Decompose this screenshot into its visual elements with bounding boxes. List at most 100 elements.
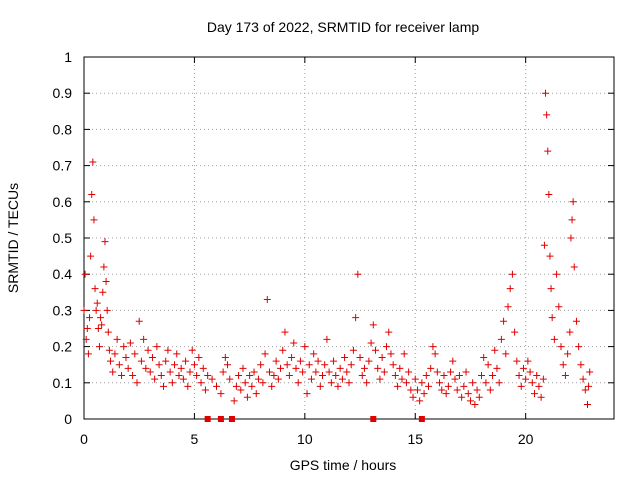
data-point xyxy=(405,368,413,376)
data-point xyxy=(235,372,243,380)
data-point xyxy=(103,306,111,314)
data-point xyxy=(217,390,225,398)
data-point xyxy=(277,364,285,372)
data-point xyxy=(466,397,474,405)
data-point xyxy=(86,314,94,322)
y-tick-label: 0.5 xyxy=(53,230,73,246)
data-point xyxy=(332,372,340,380)
data-point xyxy=(557,343,565,351)
data-point xyxy=(81,270,89,278)
data-point xyxy=(511,328,519,336)
data-point xyxy=(369,321,377,329)
data-point xyxy=(440,372,448,380)
data-point xyxy=(513,357,521,365)
data-point xyxy=(148,353,156,361)
y-tick-label: 1 xyxy=(64,49,72,65)
data-point xyxy=(422,372,430,380)
data-point xyxy=(99,288,107,296)
data-point xyxy=(131,350,139,358)
data-point xyxy=(98,321,106,329)
zero-marker xyxy=(204,416,211,422)
x-tick-label: 5 xyxy=(191,431,199,447)
data-point xyxy=(292,364,300,372)
data-point xyxy=(184,382,192,390)
chart-title: Day 173 of 2022, SRMTID for receiver lam… xyxy=(207,19,480,35)
data-point xyxy=(197,379,205,387)
data-point xyxy=(248,382,256,390)
data-point xyxy=(585,382,593,390)
data-point xyxy=(360,364,368,372)
data-point xyxy=(87,252,95,260)
data-point xyxy=(323,335,331,343)
zero-marker xyxy=(418,416,425,422)
data-point xyxy=(305,361,313,369)
data-point xyxy=(491,346,499,354)
data-point xyxy=(90,216,98,224)
data-point xyxy=(378,353,386,361)
data-point xyxy=(584,401,591,409)
data-point xyxy=(356,353,364,361)
data-point xyxy=(224,361,232,369)
y-tick-label: 0.3 xyxy=(53,302,73,318)
data-point xyxy=(524,357,532,365)
data-point xyxy=(542,89,550,97)
data-point xyxy=(352,314,360,322)
data-point xyxy=(531,390,538,398)
data-point xyxy=(259,379,267,387)
data-point xyxy=(372,346,379,354)
data-point xyxy=(95,343,103,351)
data-point xyxy=(545,191,553,199)
data-point xyxy=(102,277,110,285)
y-tick-label: 0.9 xyxy=(53,85,73,101)
data-point xyxy=(418,379,426,387)
data-point xyxy=(433,368,441,376)
axis-ticks: 00.10.20.30.40.50.60.70.80.910 5 10 15 20 xyxy=(53,49,614,447)
data-point xyxy=(171,361,179,369)
data-point xyxy=(540,241,548,249)
data-point xyxy=(109,368,117,376)
data-point xyxy=(118,372,126,380)
data-point xyxy=(283,361,291,369)
data-point xyxy=(535,382,543,390)
data-point xyxy=(413,386,421,394)
data-point xyxy=(398,375,406,383)
data-point xyxy=(493,364,501,372)
data-point xyxy=(480,353,488,361)
data-point xyxy=(570,263,578,271)
data-point xyxy=(279,346,287,354)
data-point xyxy=(447,368,455,376)
data-point xyxy=(495,379,503,387)
data-point xyxy=(347,361,355,369)
data-point xyxy=(429,343,437,351)
data-point xyxy=(252,390,260,398)
data-point xyxy=(515,372,523,380)
data-point xyxy=(107,357,114,365)
data-point xyxy=(111,350,119,358)
data-point xyxy=(204,372,212,380)
data-point xyxy=(186,368,194,376)
data-point xyxy=(471,401,479,409)
data-point xyxy=(383,343,391,351)
data-point xyxy=(550,335,558,343)
data-point xyxy=(586,368,594,376)
data-point xyxy=(153,343,161,351)
data-point xyxy=(343,368,351,376)
data-point xyxy=(201,386,209,394)
data-point xyxy=(270,372,278,380)
data-point xyxy=(239,364,247,372)
data-point xyxy=(345,379,353,387)
data-point xyxy=(564,350,572,358)
data-point xyxy=(101,238,109,246)
data-point xyxy=(547,285,555,293)
data-point xyxy=(299,368,307,376)
data-point xyxy=(458,393,466,401)
data-point xyxy=(464,390,472,398)
data-point xyxy=(374,364,382,372)
data-point xyxy=(190,361,198,369)
data-point xyxy=(199,364,207,372)
data-point xyxy=(566,328,574,336)
data-point xyxy=(140,335,148,343)
data-point xyxy=(115,361,123,369)
data-point xyxy=(367,339,375,347)
data-point xyxy=(146,368,154,376)
